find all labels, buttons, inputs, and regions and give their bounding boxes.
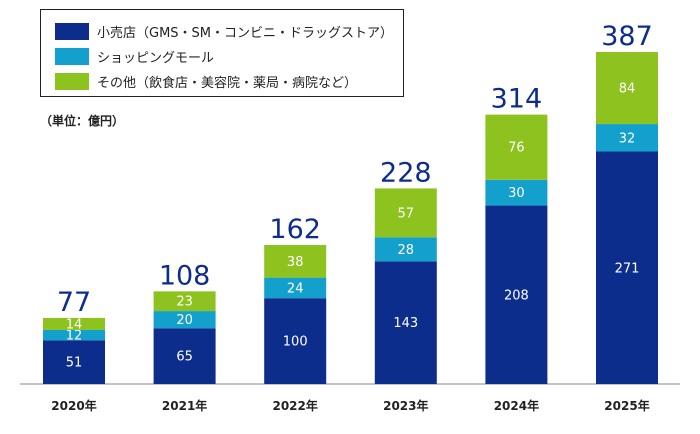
bar-segment [43,340,105,384]
data-label: 76 [508,141,525,156]
legend-item-other: その他（飲食店・美容院・薬局・病院など） [55,72,358,91]
legend: 小売店（GMS・SM・コンビニ・ドラッグストア） ショッピングモール その他（飲… [40,9,404,97]
legend-label: ショッピングモール [97,50,215,66]
bar-segment [374,188,437,238]
legend-item-retail: 小売店（GMS・SM・コンビニ・ドラッグストア） [55,22,394,41]
data-label: 24 [287,281,304,296]
total-label: 387 [601,21,653,52]
data-label: 84 [619,82,636,97]
data-label: 51 [66,356,83,371]
data-label: 100 [283,335,308,350]
data-label: 57 [398,206,415,221]
x-tick-label: 2023年 [383,398,428,413]
data-label: 30 [508,186,525,201]
data-label: 28 [398,243,415,258]
legend-swatch [55,22,89,40]
x-tick-label: 2025年 [604,398,649,413]
bar-segment [264,298,327,384]
bar-segment [596,124,658,152]
bar-segment [153,311,216,329]
bar-segment [264,245,327,278]
bar-segment [264,277,327,299]
x-tick-label: 2021年 [162,398,207,413]
data-label: 20 [176,313,193,328]
data-label: 208 [504,288,529,303]
bar-segment [485,114,548,180]
bar-segment [43,329,105,341]
total-label: 108 [159,260,211,291]
bar-segment [485,179,548,206]
legend-item-mall: ショッピングモール [55,47,215,66]
bar-segment [374,261,437,384]
legend-swatch [55,72,89,90]
total-label: 77 [57,287,91,318]
data-label: 23 [176,295,193,310]
legend-label: 小売店（GMS・SM・コンビニ・ドラッグストア） [97,25,394,41]
legend-label: その他（飲食店・美容院・薬局・病院など） [97,75,358,91]
data-label: 271 [615,261,640,276]
total-label: 228 [380,157,432,188]
total-label: 162 [269,214,321,245]
x-tick-label: 2024年 [494,398,539,413]
bar-segment [43,317,105,330]
data-label: 14 [66,317,83,332]
unit-label: （単位：億円） [40,114,125,128]
bar-segment [596,151,658,384]
x-tick-label: 2022年 [272,398,317,413]
x-tick-label: 2020年 [51,398,96,413]
bar-segment [596,52,658,125]
data-label: 143 [393,316,418,331]
legend-swatch [55,47,89,65]
bar-segment [485,205,548,384]
data-label: 38 [287,255,304,270]
total-label: 314 [491,84,543,115]
bar-segment [153,291,216,312]
data-label: 32 [619,131,636,146]
bar-segment [374,237,437,262]
data-label: 12 [66,329,83,344]
data-label: 65 [176,350,193,365]
bar-segment [153,328,216,384]
